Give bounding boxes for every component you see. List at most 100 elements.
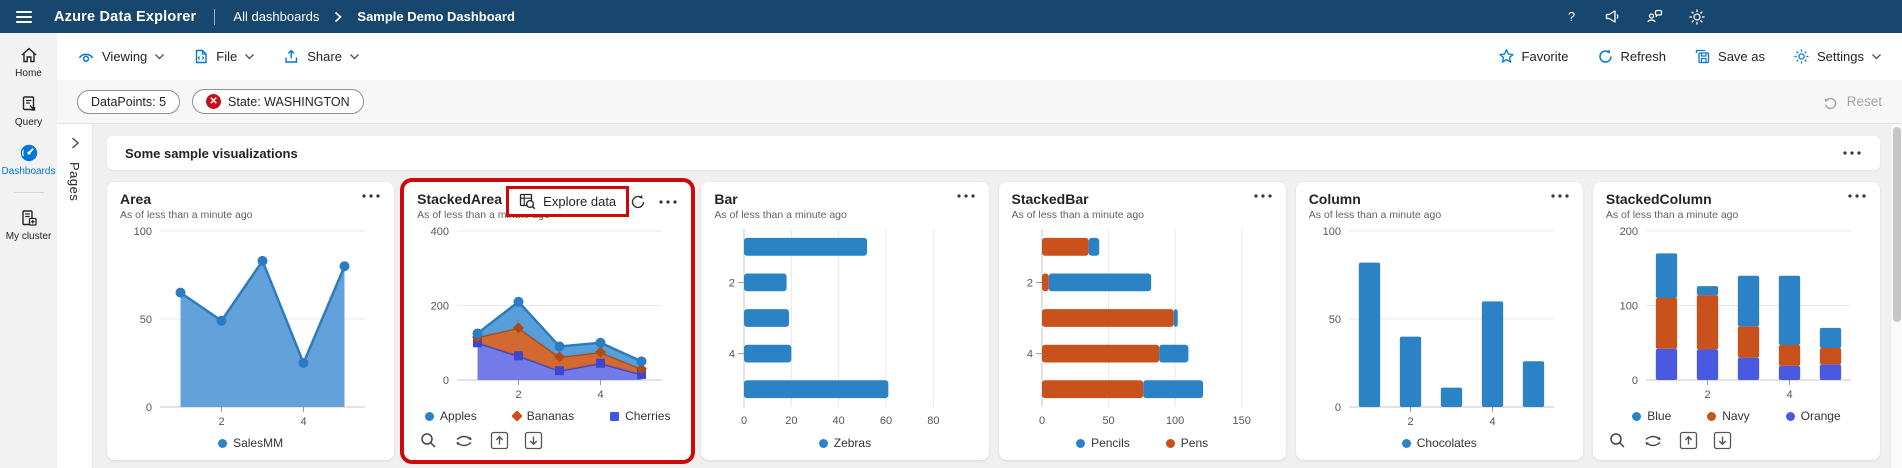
move-down-icon[interactable] bbox=[524, 431, 543, 450]
sidebar-item-query[interactable]: Query bbox=[0, 94, 57, 128]
feedback-icon[interactable] bbox=[1646, 8, 1664, 26]
sidebar-item-dashboards[interactable]: Dashboards bbox=[0, 143, 57, 177]
svg-text:0: 0 bbox=[741, 415, 747, 427]
column-chart[interactable]: 0 50 100 2 4 bbox=[1309, 221, 1570, 431]
chart-canvas[interactable]: 0 100 200 2 4 bbox=[1606, 221, 1867, 404]
hamburger-menu-icon[interactable] bbox=[16, 10, 32, 23]
tile-title: StackedArea bbox=[417, 191, 502, 207]
bar-chart[interactable]: 0 20 40 60 80 2 4 bbox=[714, 221, 975, 431]
move-up-icon[interactable] bbox=[490, 431, 509, 450]
favorite-button[interactable]: Favorite bbox=[1498, 48, 1569, 65]
reset-button[interactable]: Reset bbox=[1823, 94, 1882, 110]
tile-stackedbar[interactable]: StackedBar As of less than a minute ago … bbox=[998, 182, 1286, 460]
legend-item[interactable]: Pens bbox=[1165, 436, 1208, 450]
zoom-search-icon[interactable] bbox=[1608, 431, 1627, 450]
swap-axes-icon[interactable] bbox=[1642, 432, 1664, 450]
legend-item[interactable]: Chocolates bbox=[1401, 436, 1477, 450]
tile-stackedarea[interactable]: StackedArea As of less than a minute ago bbox=[404, 182, 692, 460]
explore-data-button[interactable]: Explore data bbox=[506, 186, 630, 217]
filter-pill-state[interactable]: ✕ State: WASHINGTON bbox=[192, 89, 364, 114]
sidebar-item-my-cluster[interactable]: My cluster bbox=[0, 208, 57, 242]
area-chart[interactable]: 0 50 100 2 4 bbox=[120, 221, 381, 431]
refresh-button[interactable]: Refresh bbox=[1597, 48, 1666, 65]
file-menu-button[interactable]: File bbox=[193, 48, 255, 65]
legend-item[interactable]: Apples bbox=[425, 409, 477, 423]
legend-item[interactable]: Orange bbox=[1785, 409, 1841, 423]
chart-legend[interactable]: Pencils Pens bbox=[1012, 431, 1273, 453]
svg-text:100: 100 bbox=[1165, 415, 1183, 427]
legend-label: Orange bbox=[1800, 409, 1841, 423]
svg-text:0: 0 bbox=[1335, 402, 1341, 414]
legend-item[interactable]: Bananas bbox=[511, 409, 575, 423]
top-bar: Azure Data Explorer All dashboards Sampl… bbox=[0, 0, 1902, 33]
app-title[interactable]: Azure Data Explorer bbox=[54, 8, 197, 25]
filter-pill-label: State: WASHINGTON bbox=[228, 94, 350, 109]
legend-item[interactable]: Pencils bbox=[1076, 436, 1130, 450]
tile-more-menu-icon[interactable] bbox=[658, 199, 678, 205]
legend-item[interactable]: Cherries bbox=[610, 409, 670, 423]
legend-label: Bananas bbox=[526, 409, 575, 423]
legend-item[interactable]: Blue bbox=[1632, 409, 1671, 423]
chart-canvas[interactable]: 0 50 100 150 2 4 bbox=[1012, 221, 1273, 431]
help-icon[interactable]: ? bbox=[1562, 8, 1580, 26]
chart-canvas[interactable]: 0 200 400 2 4 bbox=[417, 221, 678, 404]
viewing-label: Viewing bbox=[102, 49, 148, 64]
chevron-down-icon bbox=[245, 53, 255, 59]
tile-more-menu-icon[interactable] bbox=[361, 193, 381, 199]
share-menu-button[interactable]: Share bbox=[283, 48, 360, 65]
section-more-menu-icon[interactable] bbox=[1842, 150, 1862, 156]
settings-menu-button[interactable]: Settings bbox=[1793, 48, 1882, 65]
vertical-scrollbar[interactable] bbox=[1890, 124, 1902, 468]
explore-data-icon bbox=[520, 193, 536, 210]
legend-marker-icon bbox=[1785, 411, 1795, 421]
chart-legend[interactable]: SalesMM bbox=[120, 431, 381, 453]
move-down-icon[interactable] bbox=[1713, 431, 1732, 450]
svg-text:50: 50 bbox=[1102, 415, 1114, 427]
scrollbar-thumb[interactable] bbox=[1892, 127, 1901, 322]
stacked-area-chart[interactable]: 0 200 400 2 4 bbox=[417, 221, 678, 404]
pages-panel-collapsed[interactable]: Pages bbox=[57, 124, 93, 468]
svg-text:2: 2 bbox=[729, 277, 735, 289]
chart-canvas[interactable]: 0 20 40 60 80 2 4 bbox=[714, 221, 975, 431]
tile-stackedcolumn[interactable]: StackedColumn As of less than a minute a… bbox=[1592, 182, 1881, 460]
dashboard-canvas: Some sample visualizations Area As of le… bbox=[93, 124, 1890, 468]
chart-canvas[interactable]: 0 50 100 2 4 bbox=[1309, 221, 1570, 431]
chart-canvas[interactable]: 0 50 100 2 4 bbox=[120, 221, 381, 431]
chart-legend[interactable]: Zebras bbox=[714, 431, 975, 453]
remove-filter-icon[interactable]: ✕ bbox=[206, 94, 222, 109]
tile-title: Bar bbox=[714, 191, 738, 207]
reset-label: Reset bbox=[1846, 94, 1882, 109]
cluster-icon bbox=[21, 210, 37, 226]
breadcrumb-all-dashboards[interactable]: All dashboards bbox=[233, 9, 320, 24]
svg-text:2: 2 bbox=[1704, 389, 1710, 401]
swap-axes-icon[interactable] bbox=[453, 432, 475, 450]
move-up-icon[interactable] bbox=[1679, 431, 1698, 450]
viewing-menu-button[interactable]: Viewing bbox=[77, 49, 165, 65]
legend-item[interactable]: Navy bbox=[1707, 409, 1750, 423]
legend-label: Cherries bbox=[625, 409, 671, 423]
legend-item[interactable]: SalesMM bbox=[218, 436, 283, 450]
save-as-button[interactable]: Save as bbox=[1694, 48, 1765, 65]
chart-legend[interactable]: Apples Bananas Cherries bbox=[417, 404, 678, 426]
expand-chevron-icon[interactable] bbox=[69, 136, 81, 150]
tile-more-menu-icon[interactable] bbox=[1847, 193, 1867, 199]
stacked-column-chart[interactable]: 0 100 200 2 4 bbox=[1606, 221, 1867, 404]
zoom-search-icon[interactable] bbox=[419, 431, 438, 450]
tile-refresh-icon[interactable] bbox=[629, 193, 647, 211]
stacked-bar-chart[interactable]: 0 50 100 150 2 4 bbox=[1012, 221, 1273, 431]
tile-more-menu-icon[interactable] bbox=[956, 193, 976, 199]
chart-legend[interactable]: Blue Navy Orange bbox=[1606, 404, 1867, 426]
tile-column[interactable]: Column As of less than a minute ago 0 50 1… bbox=[1295, 182, 1583, 460]
sidebar-item-home[interactable]: Home bbox=[0, 45, 57, 79]
gear-icon[interactable] bbox=[1688, 8, 1706, 26]
tile-more-menu-icon[interactable] bbox=[1550, 193, 1570, 199]
section-title: Some sample visualizations bbox=[125, 145, 298, 161]
filter-pill-datapoints[interactable]: DataPoints: 5 bbox=[77, 89, 181, 114]
megaphone-icon[interactable] bbox=[1604, 8, 1622, 26]
svg-text:100: 100 bbox=[1322, 226, 1340, 238]
tile-bar[interactable]: Bar As of less than a minute ago 0 20 40 60… bbox=[701, 182, 989, 460]
legend-item[interactable]: Zebras bbox=[818, 436, 871, 450]
chart-legend[interactable]: Chocolates bbox=[1309, 431, 1570, 453]
tile-more-menu-icon[interactable] bbox=[1253, 193, 1273, 199]
tile-area[interactable]: Area As of less than a minute ago 0 50 100… bbox=[107, 182, 395, 460]
